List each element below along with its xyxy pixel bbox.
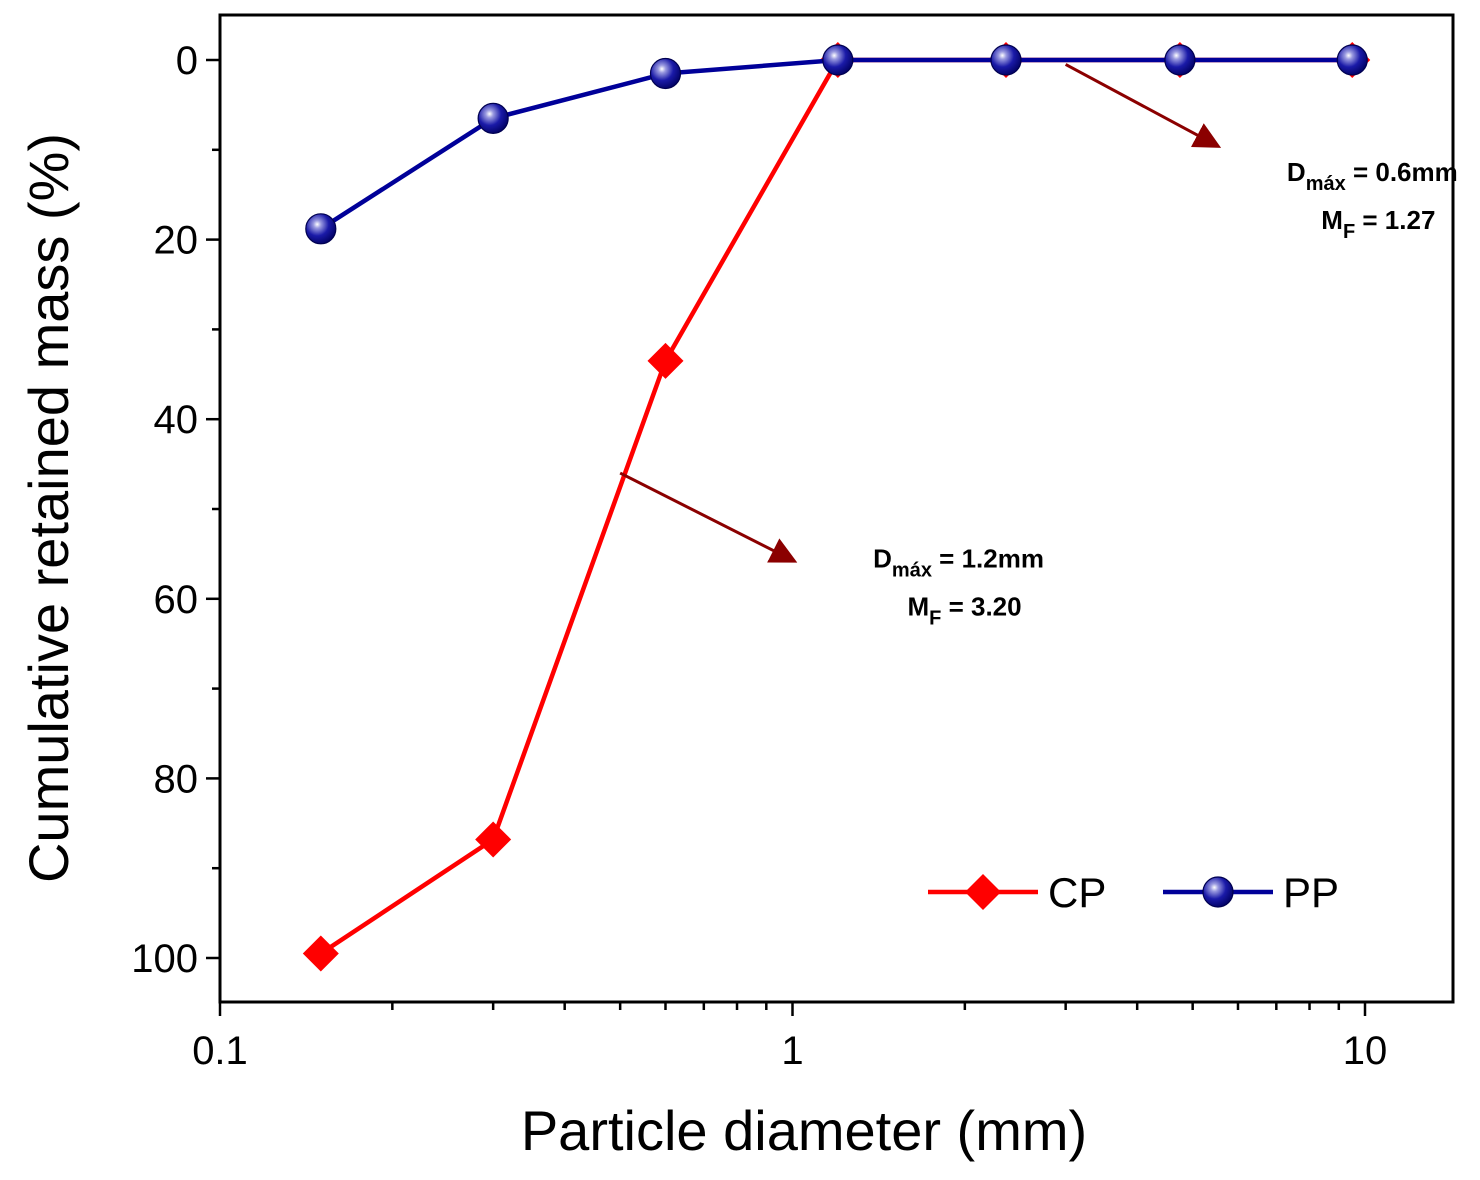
y-axis-title: Cumulative retained mass (%): [17, 133, 80, 883]
x-tick-label: 10: [1343, 1029, 1388, 1073]
data-point-pp: [1336, 44, 1368, 76]
annotation-pp: Dmáx = 0.6mm MF = 1.27: [1064, 63, 1458, 243]
annotation-mf: MF = 3.20: [907, 591, 1021, 629]
series-line-pp: [319, 57, 1353, 231]
series-cp: [302, 42, 1371, 972]
x-axis-title: Particle diameter (mm): [521, 1099, 1087, 1162]
data-point-pp: [477, 102, 509, 134]
annotation-dmax: Dmáx = 1.2mm: [873, 543, 1044, 581]
annotation-dmax: Dmáx = 0.6mm: [1287, 157, 1458, 195]
data-point-cp: [475, 821, 512, 858]
series-line-cp: [319, 57, 1353, 956]
y-tick-label: 40: [154, 398, 199, 442]
data-point-pp: [305, 213, 337, 245]
legend-label-cp: CP: [1048, 869, 1106, 916]
annotation-layer: Dmáx = 0.6mm MF = 1.27 Dmáx = 1.2mm MF = 3.…: [619, 63, 1458, 629]
y-tick-label: 0: [176, 39, 198, 83]
annotation-cp: Dmáx = 1.2mm MF = 3.20: [619, 471, 1044, 629]
x-tick-label: 0.1: [192, 1029, 248, 1073]
series-pp: [305, 44, 1368, 245]
data-point-pp: [1164, 44, 1196, 76]
y-tick-label: 20: [154, 219, 199, 263]
y-tick-label: 80: [154, 757, 199, 801]
x-tick-label: 1: [781, 1029, 803, 1073]
plot-frame: [218, 13, 1455, 1004]
legend-item-pp: PP: [1163, 869, 1339, 916]
legend-marker-cp: [965, 874, 1001, 910]
legend-label-pp: PP: [1283, 869, 1339, 916]
data-point-pp: [822, 44, 854, 76]
data-point-cp: [302, 935, 339, 972]
legend-item-cp: CP: [928, 869, 1106, 916]
annotation-arrow: [619, 471, 798, 563]
data-point-pp: [990, 44, 1022, 76]
annotation-mf: MF = 1.27: [1321, 205, 1435, 243]
legend: CP PP: [928, 869, 1339, 916]
series-layer: [302, 42, 1371, 972]
data-point-cp: [647, 342, 684, 379]
y-tick-label: 100: [131, 937, 198, 981]
y-tick-label: 60: [154, 578, 199, 622]
data-point-pp: [649, 57, 682, 90]
legend-marker-pp: [1202, 876, 1234, 908]
axes-layer: 0 20 40 60 80 100 0.1 1 10: [131, 13, 1455, 1073]
annotation-arrow: [1064, 63, 1222, 148]
